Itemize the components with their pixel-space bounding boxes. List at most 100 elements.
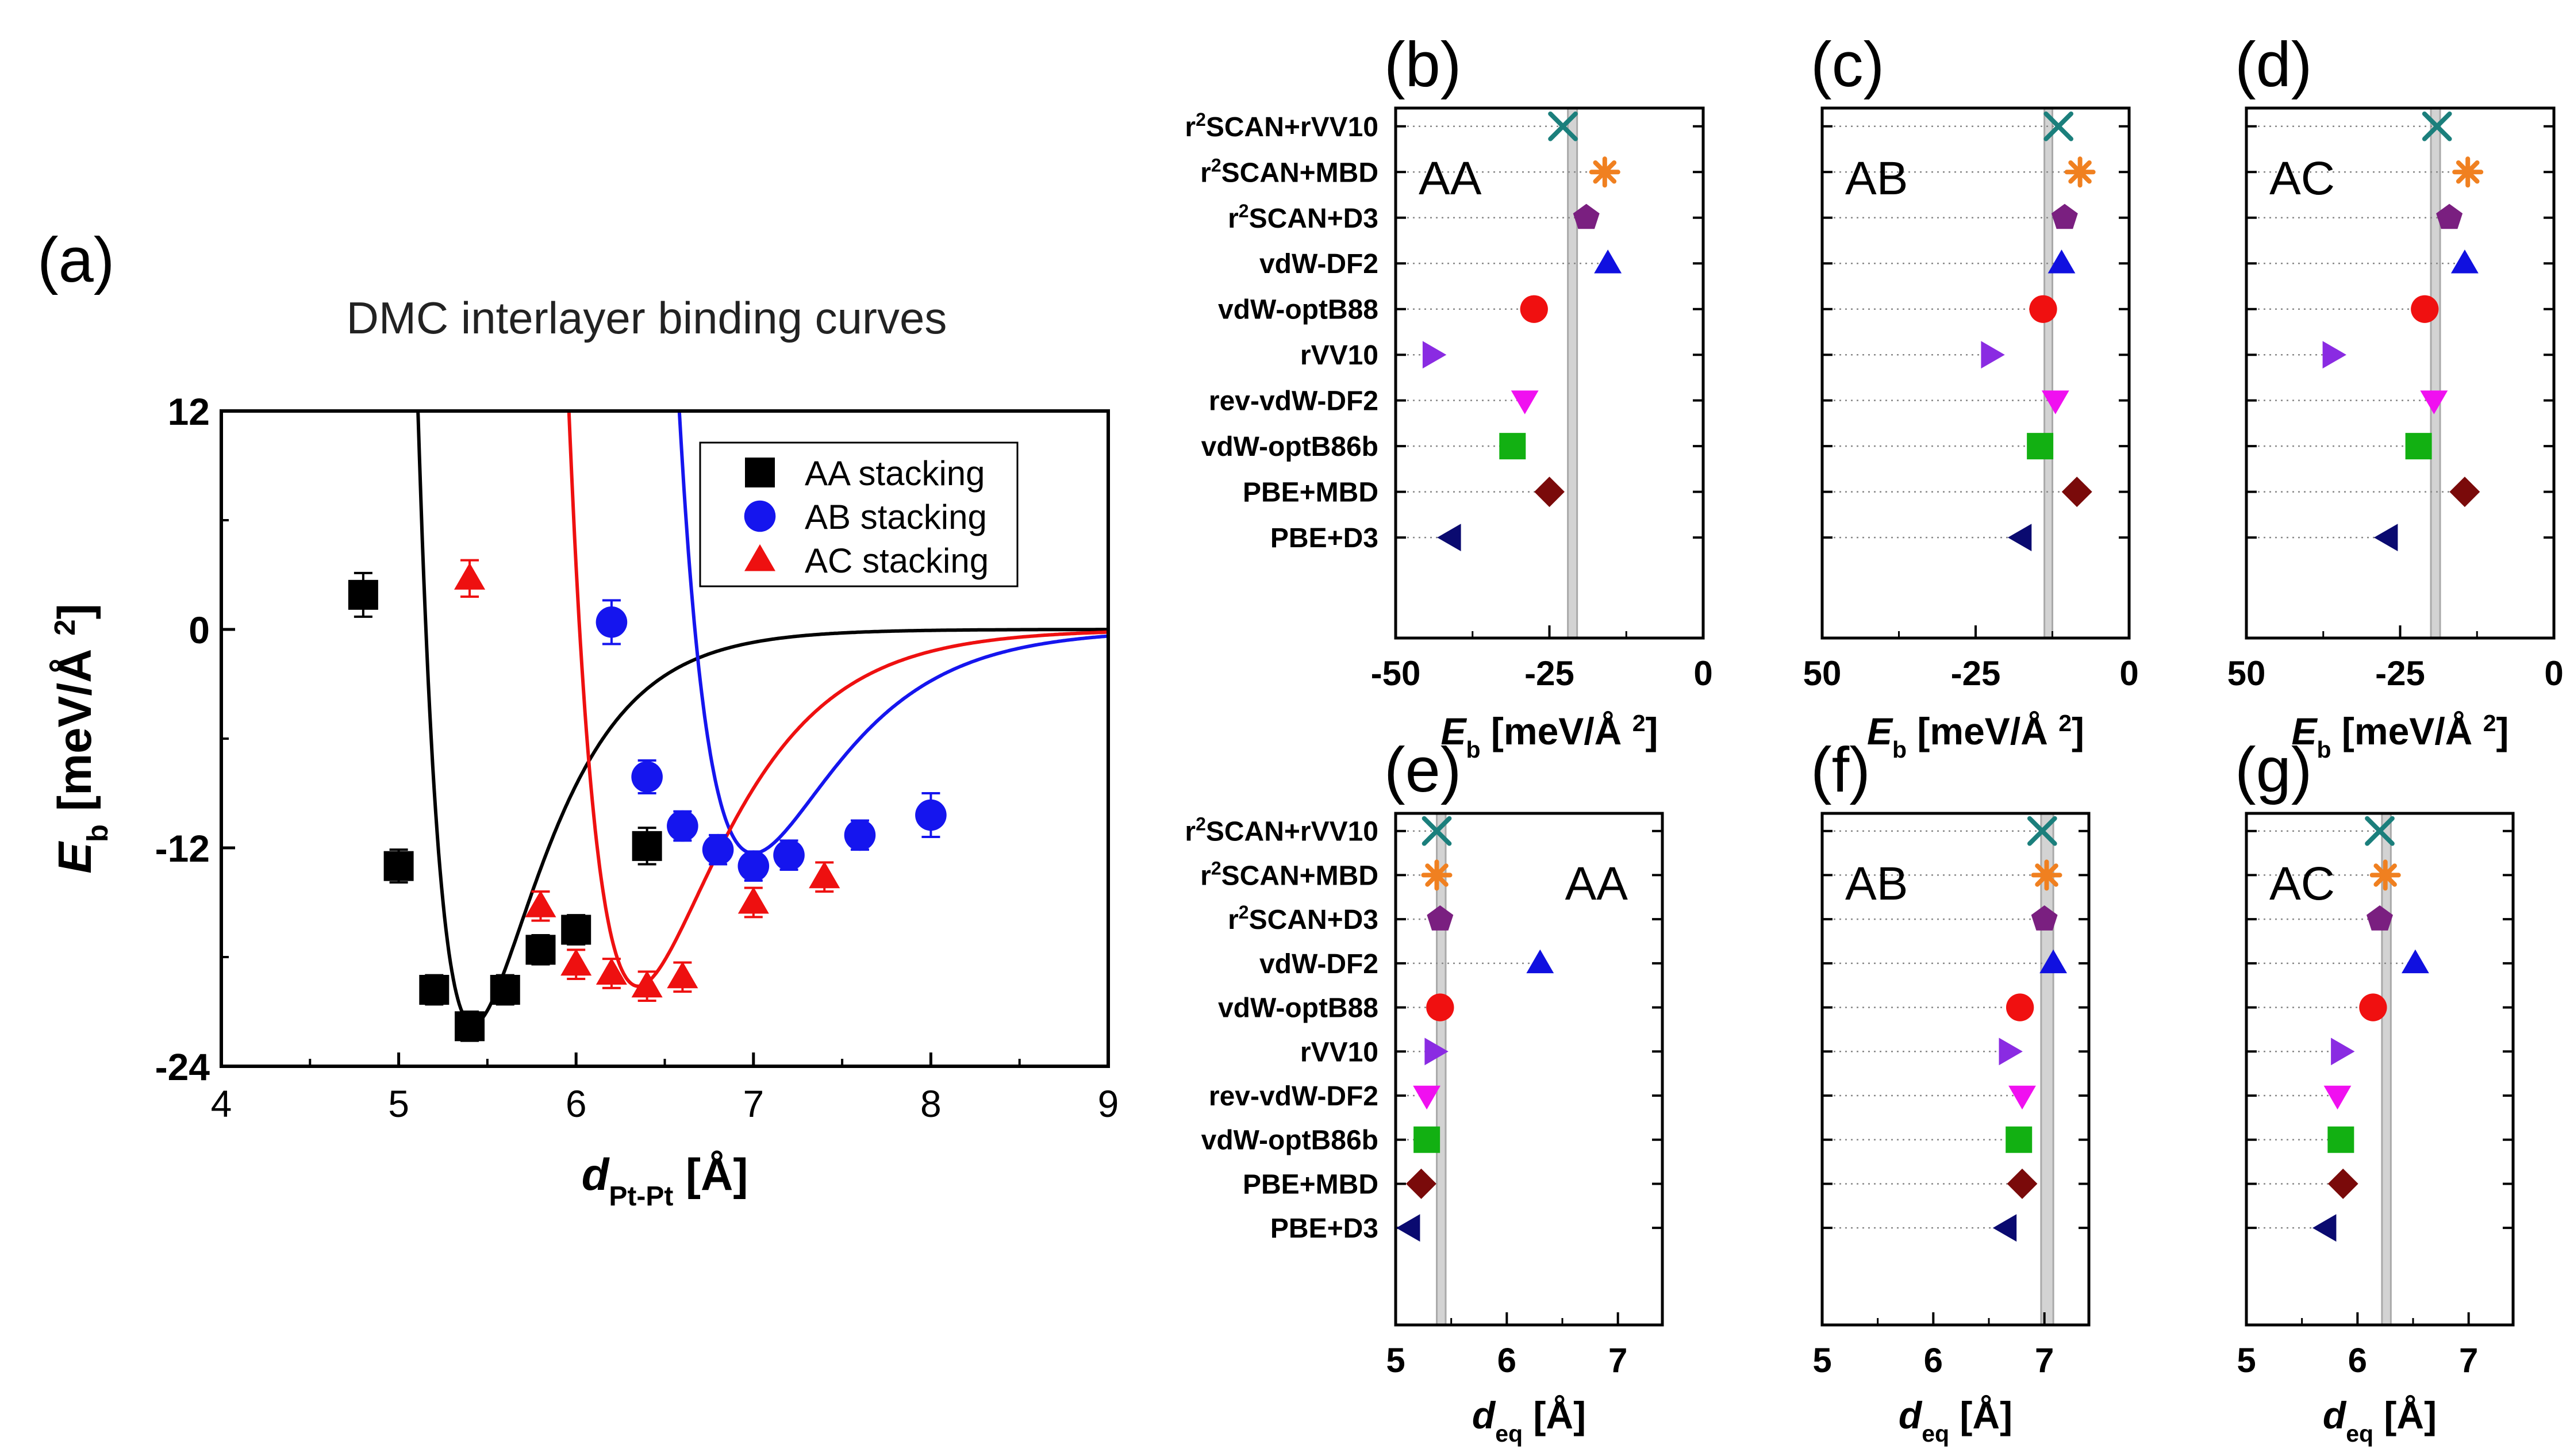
x-tick-label: -25 (2375, 654, 2425, 693)
panel-letter: (e) (1384, 735, 1461, 805)
x-tick-label: -25 (1951, 654, 2001, 693)
x-tick-label: 0 (1693, 654, 1712, 693)
data-point-AC (560, 948, 592, 976)
method-label: PBE+D3 (1270, 523, 1378, 554)
x-tick-label: 6 (1924, 1341, 1943, 1380)
fit-curve-AB (677, 411, 1108, 855)
reference-band (2044, 108, 2053, 638)
data-point-AB (915, 799, 947, 831)
method-label: vdW-DF2 (1259, 949, 1378, 979)
panel-letter: (b) (1384, 29, 1461, 100)
marker-PBE+D3 (2312, 1214, 2337, 1242)
x-tick-label: 5 (2237, 1341, 2256, 1380)
legend-label-AC: AC stacking (805, 541, 989, 580)
x-tick-label: 6 (566, 1082, 587, 1125)
marker-rVV10 (1999, 1038, 2023, 1066)
method-label: r2SCAN+D3 (1228, 201, 1378, 234)
reference-band (2431, 108, 2441, 638)
marker-rev-vdW-DF2 (2420, 390, 2448, 414)
y-tick-label: 0 (189, 609, 210, 651)
y-tick-label: -24 (155, 1046, 210, 1088)
marker-rev-vdW-DF2 (1413, 1085, 1440, 1110)
x-tick-label: 7 (1608, 1341, 1627, 1380)
method-label: vdW-DF2 (1259, 249, 1378, 279)
marker-r²SCAN+D3 (2367, 905, 2393, 931)
marker-vdW-optB88 (2006, 993, 2034, 1021)
stacking-label: AB (1845, 858, 1908, 910)
marker-PBE+D3 (1396, 1214, 1420, 1242)
method-label: r2SCAN+MBD (1200, 155, 1378, 188)
legend-marker-AA (745, 458, 775, 487)
marker-r²SCAN+D3 (1427, 905, 1454, 931)
stacking-label: AC (2269, 152, 2335, 205)
data-point-AC (631, 970, 663, 998)
x-axis-label: Eb [meV/Å 2] (1441, 710, 1658, 763)
stacking-label: AA (1419, 152, 1482, 205)
x-tick-label: 5 (1386, 1341, 1405, 1380)
data-point-AC (525, 890, 556, 917)
marker-r²SCAN+MBD (2369, 859, 2401, 891)
marker-vdW-optB88 (2029, 295, 2057, 323)
method-label: vdW-optB86b (1201, 1125, 1378, 1156)
marker-vdW-optB86b (2006, 1126, 2033, 1153)
method-label: r2SCAN+D3 (1228, 902, 1378, 935)
x-axis-label: deq [Å] (1472, 1394, 1586, 1447)
panel-b-chart: -50 -25 0 Eb [meV/Å 2] (b) AA r2SCAN+rVV10 r2SC… (1185, 29, 1712, 763)
method-label: r2SCAN+MBD (1200, 858, 1378, 891)
legend-label-AB: AB stacking (805, 498, 987, 536)
marker-r²SCAN+D3 (2051, 203, 2078, 229)
y-tick-label: 12 (168, 390, 210, 433)
data-point-AA (419, 975, 450, 1005)
panel-e-frame (1394, 812, 1664, 1327)
marker-r²SCAN+D3 (2031, 905, 2058, 931)
method-label: vdW-optB86b (1201, 432, 1378, 462)
marker-vdW-DF2 (2039, 949, 2067, 974)
x-axis-label: Eb [meV/Å 2] (1867, 710, 2084, 763)
marker-vdW-optB86b (1413, 1126, 1440, 1153)
marker-r²SCAN+MBD (1589, 156, 1620, 188)
marker-rVV10 (1424, 1038, 1449, 1066)
marker-PBE+D3 (1992, 1214, 2017, 1242)
method-label: rVV10 (1300, 1037, 1378, 1067)
x-tick-label: 50 (2227, 654, 2266, 693)
marker-rev-vdW-DF2 (1511, 390, 1539, 414)
y-tick-label: -12 (155, 827, 210, 870)
method-label: rev-vdW-DF2 (1209, 386, 1378, 417)
panel-letter: (d) (2235, 29, 2312, 100)
data-point-AA (490, 975, 520, 1005)
method-label: PBE+MBD (1243, 478, 1378, 508)
marker-rVV10 (1981, 341, 2005, 369)
data-point-AB (737, 850, 770, 882)
y-axis-label: Eb [meV/Å 2] (48, 604, 114, 874)
panel-d-chart: 50 -25 0 Eb [meV/Å 2] (d) AC (2227, 29, 2564, 763)
reference-band (2041, 813, 2054, 1325)
x-axis-label: deq [Å] (2323, 1394, 2437, 1447)
x-tick-label: 50 (1803, 654, 1842, 693)
data-point-AA (383, 851, 414, 881)
method-label: PBE+D3 (1270, 1213, 1378, 1244)
legend-marker-AC (744, 544, 775, 571)
panel-letter: (f) (1811, 735, 1870, 805)
panel-a-letter: (a) (37, 225, 114, 295)
marker-vdW-DF2 (1526, 949, 1554, 974)
x-tick-label: 7 (2459, 1341, 2478, 1380)
marker-vdW-optB88 (1520, 295, 1548, 323)
x-tick-label: 8 (920, 1082, 942, 1125)
data-point-AC (809, 861, 840, 889)
method-label: r2SCAN+rVV10 (1185, 109, 1378, 143)
method-label: vdW-optB88 (1218, 295, 1378, 325)
data-point-AB (631, 761, 663, 793)
x-tick-label: 5 (388, 1082, 409, 1125)
x-tick-label: -50 (1371, 654, 1421, 693)
marker-vdW-optB86b (2405, 433, 2432, 460)
legend-label-AA: AA stacking (805, 454, 985, 493)
marker-r²SCAN+MBD (2031, 859, 2062, 891)
data-point-AA (632, 831, 662, 861)
method-label: rev-vdW-DF2 (1209, 1081, 1378, 1112)
marker-PBE+MBD (2449, 477, 2480, 508)
x-tick-label: 6 (2348, 1341, 2367, 1380)
method-label: r2SCAN+rVV10 (1185, 814, 1378, 847)
reference-band (1568, 108, 1577, 638)
data-point-AA (455, 1011, 485, 1042)
